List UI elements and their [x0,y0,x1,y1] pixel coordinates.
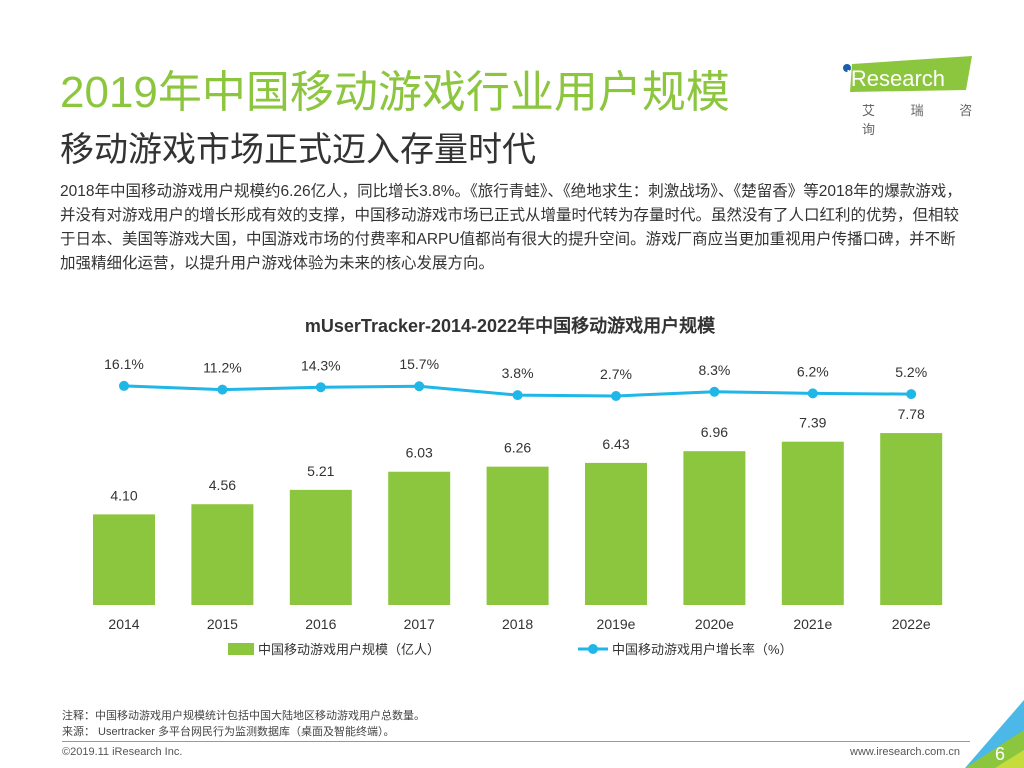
line-point [611,390,621,401]
x-tick-label: 2020e [695,616,734,632]
line-label: 15.7% [399,356,439,372]
bar [781,441,844,605]
line-point [315,382,326,393]
bar [289,489,352,605]
bar-label: 5.21 [307,463,334,479]
x-tick-label: 2022e [892,616,931,632]
website-link[interactable]: www.iresearch.com.cn [850,746,961,758]
x-tick-label: 2014 [108,616,139,632]
bar [486,466,549,605]
page-number: 6 [995,744,1005,764]
line-point [217,384,228,395]
line-point [512,390,523,401]
legend-bar-swatch [228,643,254,655]
legend-line-marker [588,644,598,654]
chart: mUserTracker-2014-2022年中国移动游戏用户规模 4.10 4.… [93,315,943,657]
note-text: 注释：中国移动游戏用户规模统计包括中国大陆地区移动游戏用户总数量。 [62,710,425,722]
line-label: 5.2% [895,364,927,380]
x-tick-label: 2018 [502,616,533,632]
line-label: 14.3% [301,357,341,373]
bar-label: 6.43 [602,436,629,452]
footnote: 注释：中国移动游戏用户规模统计包括中国大陆地区移动游戏用户总数量。 来源： Us… [62,708,425,740]
line-point [807,388,818,399]
bar [191,504,254,605]
page-corner-decoration: 6 [965,700,1024,768]
line-label: 2.7% [600,366,632,382]
page-subtitle: 移动游戏市场正式迈入存量时代 [60,131,536,169]
line-label: 16.1% [104,356,144,372]
bar-label: 4.56 [209,477,236,493]
x-tick-label: 2019e [597,616,636,632]
bar [683,451,746,605]
x-tick-label: 2016 [305,616,336,632]
line-label: 3.8% [502,365,534,381]
bar-label: 7.39 [799,415,826,431]
bar-label: 4.10 [110,487,137,503]
copyright: ©2019.11 iResearch Inc. [62,746,183,758]
x-tick-label: 2015 [207,616,238,632]
line-label: 6.2% [797,363,829,379]
chart-title: mUserTracker-2014-2022年中国移动游戏用户规模 [305,315,716,336]
bar-label: 7.78 [898,406,925,422]
x-tick-label: 2017 [404,616,435,632]
line-point [709,386,720,397]
body-text: 2018年中国移动游戏用户规模约6.26亿人，同比增长3.8%。《旅行青蛙》、《… [60,183,962,272]
bar-label: 6.96 [701,424,728,440]
logo-chinese: 艾 瑞 咨 询 [862,103,989,137]
source-text: 来源： Usertracker 多平台网民行为监测数据库（桌面及智能终端）。 [62,726,395,738]
legend: 中国移动游戏用户规模（亿人） 中国移动游戏用户增长率（%） [228,642,793,657]
bar-label: 6.03 [406,445,433,461]
bar [880,433,943,605]
line-label: 11.2% [203,360,242,376]
legend-bar-label: 中国移动游戏用户规模（亿人） [258,642,440,657]
legend-line-label: 中国移动游戏用户增长率（%） [612,642,793,657]
line-point [119,380,129,391]
line-point [414,381,425,392]
bar [93,514,155,605]
bar [388,471,451,605]
bar-label: 6.26 [504,440,531,456]
line-label: 8.3% [698,362,730,378]
bar [585,462,647,605]
x-tick-label: 2021e [793,616,832,632]
svg-text:iResearch: iResearch [846,66,945,91]
line-point [906,389,917,400]
iresearch-logo: iResearch [843,56,972,92]
page-title: 2019年中国移动游戏行业用户规模 [60,68,730,117]
footer-divider [62,741,970,742]
